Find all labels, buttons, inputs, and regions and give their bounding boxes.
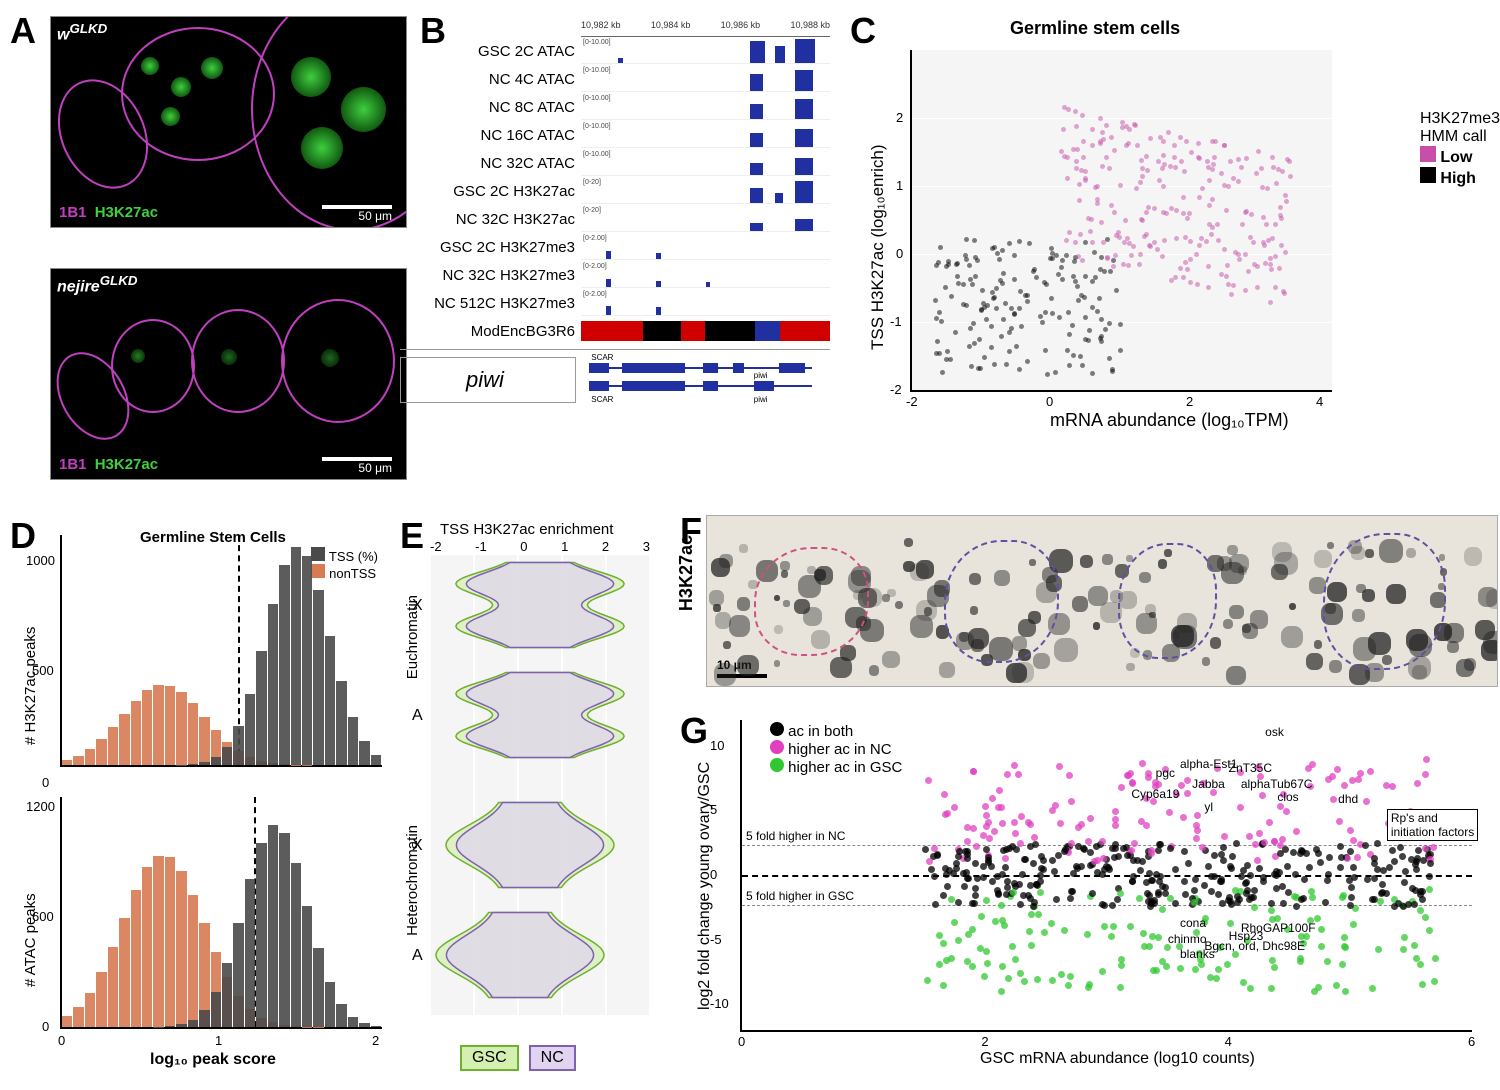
panel-a-label: A <box>10 10 36 52</box>
legend-e: GSC NC <box>460 1045 576 1071</box>
gene-model: SCAR SCAR piwi piwi <box>576 355 830 405</box>
track: [0-10.00] <box>581 151 830 176</box>
track-row: NC 32C H3K27me3[0-2.00] <box>400 261 830 289</box>
track: [0-2.00] <box>581 291 830 316</box>
modenc-row: ModEncBG3R6 <box>400 317 830 345</box>
track-row: NC 512C H3K27me3[0-2.00] <box>400 289 830 317</box>
panel-c-title: Germline stem cells <box>1010 18 1180 39</box>
d-top-y-label: # H3K27ac peaks <box>22 627 39 745</box>
d-x-label: log₁₀ peak score <box>150 1051 276 1069</box>
scale-text-bottom: 50 μm <box>358 461 392 475</box>
track-row: NC 8C ATAC[0-10.00] <box>400 93 830 121</box>
track-label: NC 32C ATAC <box>400 155 581 172</box>
track: [0-20] <box>581 207 830 232</box>
euchromatin-label: Euchromatin <box>404 595 421 679</box>
panel-a-bottom-image: nejireGLKD 50 μm 1B1 H3K27ac <box>50 268 407 480</box>
panel-a-top-image: wGLKD 50 μm 1B1 H3K27ac <box>50 16 407 228</box>
track-label: NC 32C H3K27me3 <box>400 267 581 284</box>
f-side-label: H3K27ac <box>676 535 697 616</box>
track: [0-10.00] <box>581 123 830 148</box>
panel-d: Germline Stem Cells TSS (%) nonTSS 91% 3… <box>10 515 390 1085</box>
genotype-bottom: nejireGLKD <box>57 273 137 296</box>
track-label: GSC 2C ATAC <box>400 43 581 60</box>
g-x-label: GSC mRNA abundance (log10 counts) <box>980 1050 1255 1068</box>
scatter-c <box>910 50 1332 392</box>
panel-e: TSS H3K27ac enrichment -2-10123 XAXA Euc… <box>400 515 660 1075</box>
track-row: NC 32C H3K27ac[0-20] <box>400 205 830 233</box>
panel-f: H3K27ac 10 μm <box>680 515 1500 705</box>
track-label: NC 8C ATAC <box>400 99 581 116</box>
panel-a: wGLKD 50 μm 1B1 H3K27ac nejireGLKD <box>50 16 420 506</box>
panel-b: 10,982 kb 10,984 kb 10,986 kb 10,988 kb … <box>400 20 830 490</box>
e-x-ticks: -2-10123 <box>430 539 650 554</box>
track-row: NC 4C ATAC[0-10.00] <box>400 65 830 93</box>
stain-labels-top: 1B1 H3K27ac <box>59 204 158 221</box>
modenc-bar <box>581 321 830 341</box>
e-x-label: TSS H3K27ac enrichment <box>440 521 613 538</box>
c-y-label: TSS H3K27ac (log₁₀enrich) <box>868 144 888 350</box>
track-label: GSC 2C H3K27me3 <box>400 239 581 256</box>
track: [0-10.00] <box>581 67 830 92</box>
panel-f-image: 10 μm <box>706 515 1498 687</box>
figure-root: A wGLKD 50 μm 1B1 H3K27ac <box>10 10 1490 1079</box>
track: [0-10.00] <box>581 95 830 120</box>
track: [0-20] <box>581 179 830 204</box>
track-label: NC 32C H3K27ac <box>400 211 581 228</box>
stain-labels-bottom: 1B1 H3K27ac <box>59 456 158 473</box>
legend-c: H3K27me3 HMM call Low High <box>1420 110 1500 188</box>
track-label: NC 512C H3K27me3 <box>400 295 581 312</box>
gene-name: piwi <box>400 357 576 403</box>
panel-c: Germline stem cells mRNA abundance (log₁… <box>850 10 1500 440</box>
violin-area: XAXA <box>430 555 650 1035</box>
d-bottom-y-label: # ATAC peaks <box>22 893 39 987</box>
tracks-container: GSC 2C ATAC[0-10.00]NC 4C ATAC[0-10.00]N… <box>400 37 830 317</box>
track: [0-10.00] <box>581 39 830 64</box>
track-row: GSC 2C ATAC[0-10.00] <box>400 37 830 65</box>
track-label: NC 16C ATAC <box>400 127 581 144</box>
ruler: 10,982 kb 10,984 kb 10,986 kb 10,988 kb <box>581 20 830 37</box>
track: [0-2.00] <box>581 235 830 260</box>
scale-text-top: 50 μm <box>358 209 392 223</box>
track-label: GSC 2C H3K27ac <box>400 183 581 200</box>
hist-top: 91% 33% <box>60 535 382 767</box>
g-y-label: log2 fold change young ovary/GSC <box>696 762 714 1010</box>
genotype-top: wGLKD <box>57 21 107 44</box>
track: [0-2.00] <box>581 263 830 288</box>
track-row: GSC 2C H3K27ac[0-20] <box>400 177 830 205</box>
track-label: NC 4C ATAC <box>400 71 581 88</box>
track-row: NC 32C ATAC[0-10.00] <box>400 149 830 177</box>
c-x-label: mRNA abundance (log₁₀TPM) <box>1050 410 1289 431</box>
panel-g: 5 fold higher in NC5 fold higher in GSC0… <box>680 710 1500 1090</box>
gene-row: piwi SCAR SCAR piwi piwi <box>400 349 830 410</box>
track-row: NC 16C ATAC[0-10.00] <box>400 121 830 149</box>
hist-bottom: 68% 46% <box>60 797 382 1029</box>
legend-g: ac in both higher ac in NC higher ac in … <box>770 722 902 776</box>
heterochromatin-label: Heterochromatin <box>404 825 421 936</box>
track-row: GSC 2C H3K27me3[0-2.00] <box>400 233 830 261</box>
